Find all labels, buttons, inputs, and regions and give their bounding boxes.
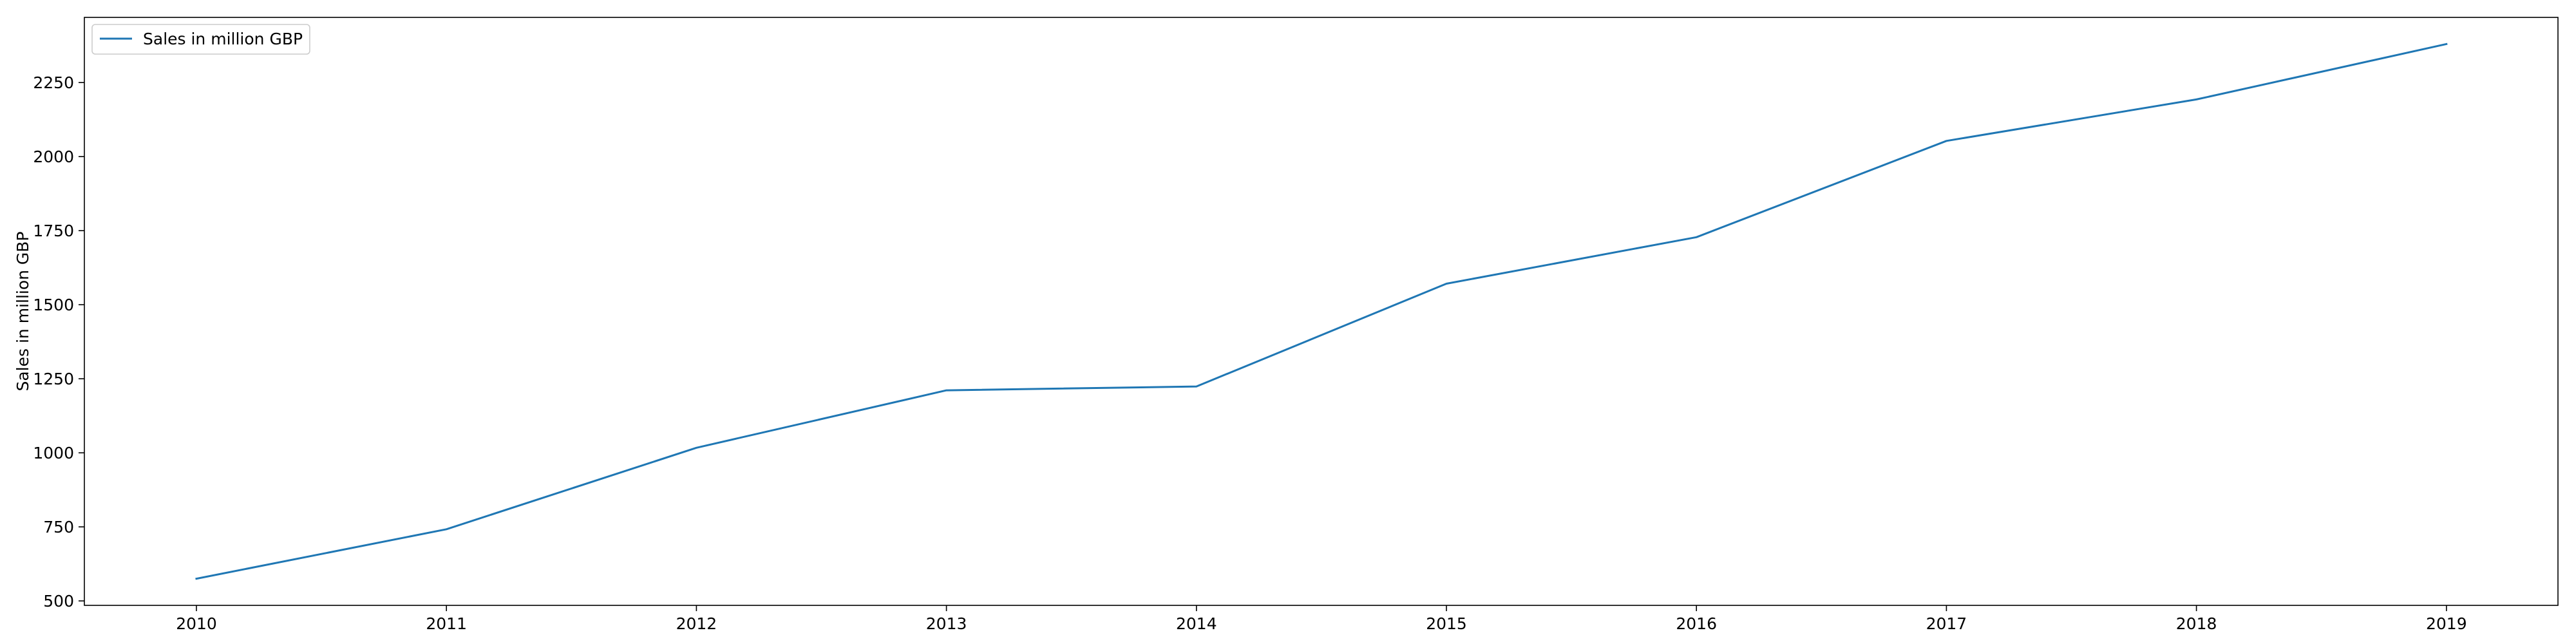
data-point-2013	[945, 389, 948, 392]
data-point-2014	[1195, 385, 1198, 388]
x-tick-label-2015: 2015	[1426, 614, 1467, 633]
y-tick-label-750: 750	[43, 518, 74, 536]
x-tick-label-2016: 2016	[1676, 614, 1717, 633]
y-tick-label-1750: 1750	[33, 222, 74, 240]
y-tick-label-500: 500	[43, 592, 74, 611]
data-point-2016	[1695, 236, 1698, 239]
data-point-2010	[195, 577, 198, 580]
x-tick-label-2013: 2013	[926, 614, 967, 633]
legend-box	[91, 24, 310, 55]
x-tick-label-2014: 2014	[1176, 614, 1217, 633]
axes-layer: 2010 2011 2012 2013 2014 2015 2016 2017 2018 2019…	[33, 17, 2559, 633]
x-tick-label-2018: 2018	[2176, 614, 2217, 633]
x-tick-label-2017: 2017	[1926, 614, 1967, 633]
x-tick-label-2019: 2019	[2426, 614, 2467, 633]
data-point-2017	[1945, 139, 1948, 142]
plot-frame	[84, 17, 2559, 606]
y-tick-label-1000: 1000	[33, 444, 74, 462]
x-tick-label-2012: 2012	[676, 614, 717, 633]
x-tick-label-2011: 2011	[426, 614, 467, 633]
y-tick-label-1500: 1500	[33, 296, 74, 314]
y-tick-label-1250: 1250	[33, 370, 74, 388]
data-point-2012	[695, 446, 698, 450]
series-line-0	[195, 43, 2448, 580]
data-point-2019	[2445, 43, 2448, 46]
data-point-2018	[2195, 98, 2198, 101]
data-point-2015	[1445, 282, 1448, 285]
legend: Sales in million GBP	[91, 24, 310, 55]
data-point-2011	[445, 527, 448, 531]
plot-layer	[195, 43, 2448, 580]
y-tick-label-2000: 2000	[33, 147, 74, 166]
y-axis-label: Sales in million GBP	[14, 231, 32, 391]
x-tick-label-2010: 2010	[176, 614, 217, 633]
legend-label: Sales in million GBP	[143, 30, 303, 48]
y-tick-label-2250: 2250	[33, 73, 74, 92]
